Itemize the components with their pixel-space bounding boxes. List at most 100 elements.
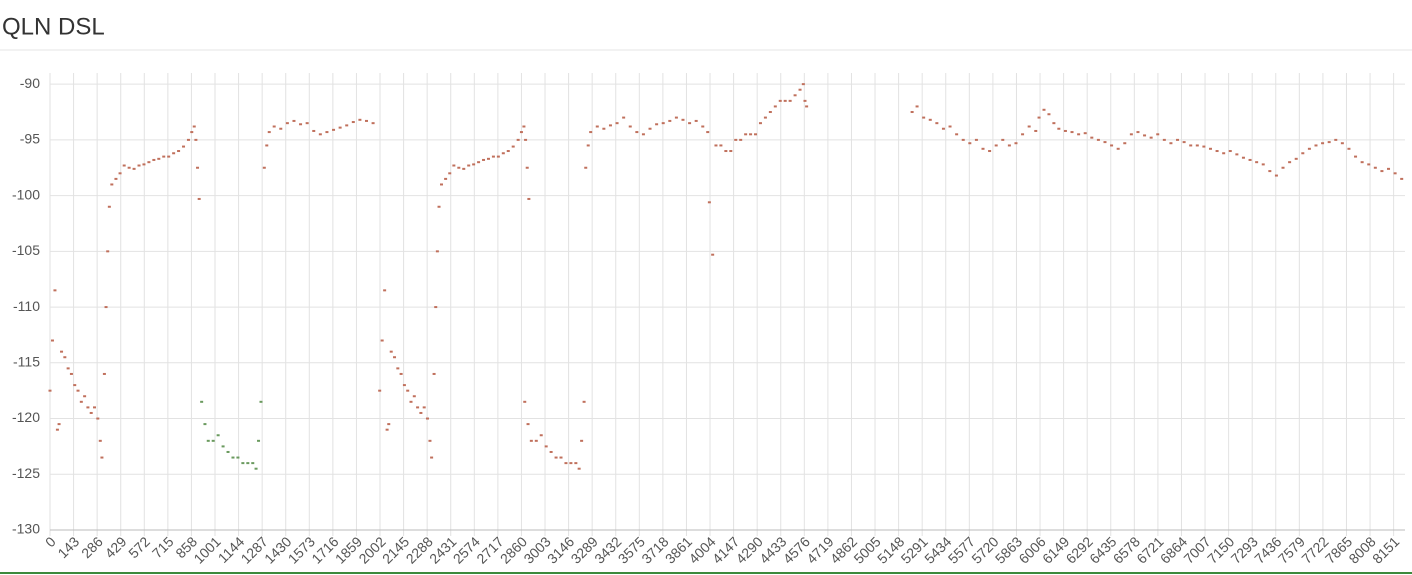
point — [955, 133, 959, 136]
point — [798, 88, 802, 91]
point — [48, 389, 52, 392]
point — [457, 166, 461, 169]
point — [711, 253, 715, 256]
point — [1354, 155, 1358, 158]
point — [1314, 144, 1318, 147]
point — [1400, 177, 1404, 180]
point — [358, 118, 362, 121]
point — [805, 105, 809, 108]
point — [516, 138, 520, 141]
point — [50, 339, 54, 342]
point — [729, 150, 733, 153]
point — [544, 445, 548, 448]
point — [162, 155, 166, 158]
point — [1037, 116, 1041, 119]
point — [190, 131, 194, 134]
point — [681, 118, 685, 121]
point — [380, 339, 384, 342]
point — [734, 138, 738, 141]
point — [608, 124, 612, 127]
point — [385, 428, 389, 431]
point — [57, 423, 61, 426]
point — [378, 389, 382, 392]
point — [66, 367, 70, 370]
y-tick-label: -130 — [12, 521, 40, 537]
point — [1136, 131, 1140, 134]
point — [63, 356, 67, 359]
point — [1241, 156, 1245, 159]
point — [104, 306, 108, 309]
point — [251, 462, 255, 465]
point — [554, 456, 558, 459]
point — [98, 439, 102, 442]
point — [60, 350, 64, 353]
point — [549, 450, 553, 453]
point — [655, 123, 659, 126]
point — [236, 456, 240, 459]
point — [299, 123, 303, 126]
point — [491, 155, 495, 158]
point — [524, 138, 528, 141]
point — [988, 150, 992, 153]
point — [100, 456, 104, 459]
point — [409, 400, 413, 403]
point — [412, 395, 416, 398]
point — [318, 133, 322, 136]
point — [981, 147, 985, 150]
point — [206, 439, 210, 442]
point — [754, 133, 758, 136]
point — [584, 166, 588, 169]
point — [86, 406, 90, 409]
point — [1116, 147, 1120, 150]
point — [744, 133, 748, 136]
chart-title: QLN DSL — [2, 13, 105, 40]
point — [801, 83, 805, 86]
point — [1215, 150, 1219, 153]
y-tick-label: -120 — [12, 409, 40, 425]
point — [325, 131, 329, 134]
point — [1052, 122, 1056, 125]
point — [434, 306, 438, 309]
point — [628, 125, 632, 128]
point — [1077, 133, 1081, 136]
point — [1248, 158, 1252, 161]
point — [1057, 127, 1061, 130]
point — [569, 462, 573, 465]
point — [511, 145, 515, 148]
point — [719, 144, 723, 147]
point — [147, 161, 151, 164]
point — [694, 119, 698, 122]
point — [472, 163, 476, 166]
point — [1334, 138, 1338, 141]
point — [246, 462, 250, 465]
point — [935, 122, 939, 125]
point — [564, 462, 568, 465]
point — [345, 124, 349, 127]
point — [793, 94, 797, 97]
point — [396, 367, 400, 370]
point — [1182, 141, 1186, 144]
point — [76, 389, 80, 392]
point — [254, 467, 258, 470]
point — [763, 116, 767, 119]
point — [96, 417, 100, 420]
point — [371, 122, 375, 125]
point — [574, 462, 578, 465]
point — [73, 384, 77, 387]
point — [948, 125, 952, 128]
point — [915, 105, 919, 108]
point — [803, 99, 807, 102]
point — [452, 164, 456, 167]
point — [1268, 170, 1272, 173]
point — [257, 439, 261, 442]
point — [152, 158, 156, 161]
y-tick-label: -115 — [13, 354, 40, 370]
point — [523, 400, 527, 403]
point — [1294, 157, 1298, 160]
point — [467, 164, 471, 167]
x-tick-label: 8151 — [1369, 533, 1402, 566]
point — [527, 197, 531, 200]
point — [635, 131, 639, 134]
point — [559, 456, 563, 459]
point — [1070, 131, 1074, 134]
